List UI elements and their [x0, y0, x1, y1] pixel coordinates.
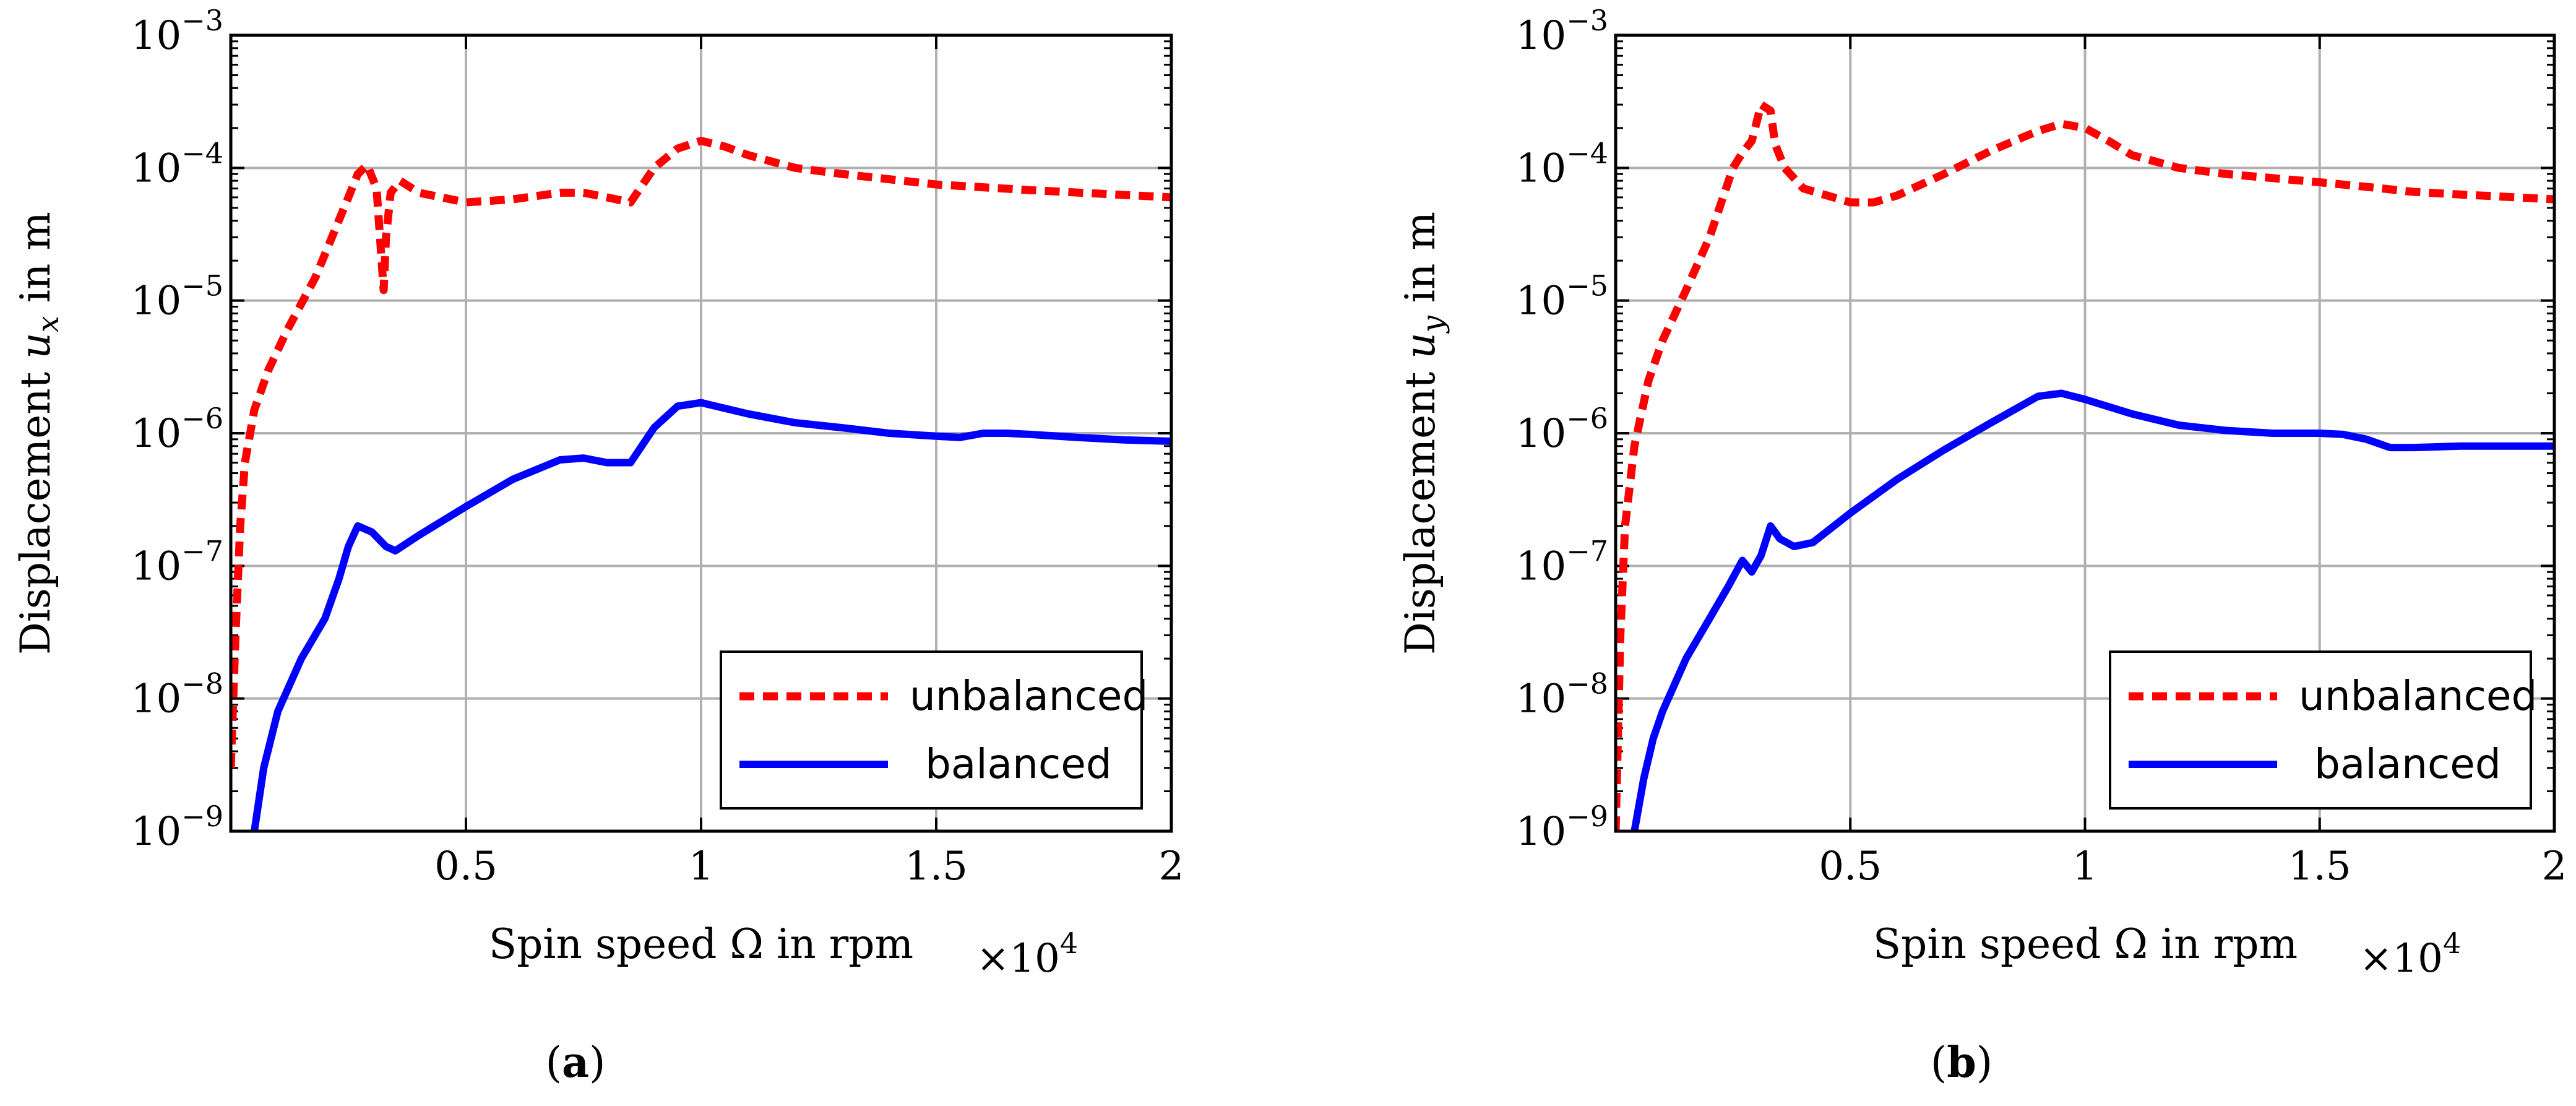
x-tick-label: 0.5 [1819, 844, 1882, 889]
x-axis-multiplier: ×104 [976, 927, 1078, 982]
series-line-balanced [1630, 389, 2554, 831]
plot-frame [1614, 33, 2556, 833]
series-line-balanced [251, 399, 1171, 831]
x-tick-label: 1 [2072, 844, 2098, 889]
y-tick-label: 10−5 [1516, 269, 1608, 324]
x-tick-label: 2 [2542, 844, 2567, 889]
y-tick-label: 10−4 [131, 136, 223, 191]
legend: unbalanced balanced [720, 650, 1148, 810]
y-tick-label: 10−7 [1516, 534, 1608, 589]
subfigure-caption: (b) [1931, 1038, 1993, 1087]
legend-label-unbalanced: unbalanced [910, 672, 1148, 720]
y-tick-label: 10−8 [1516, 667, 1608, 722]
x-tick-label: 2 [1159, 844, 1184, 889]
y-tick-label: 10−9 [131, 800, 223, 855]
y-tick-label: 10−3 [131, 4, 223, 59]
x-axis-multiplier: ×104 [2359, 927, 2461, 982]
x-tick-label: 1.5 [905, 844, 968, 889]
y-tick-label: 10−9 [1516, 800, 1608, 855]
x-tick-label: 1.5 [2288, 844, 2351, 889]
y-tick-label: 10−8 [131, 667, 223, 722]
y-tick-label: 10−6 [1516, 402, 1608, 457]
y-tick-label: 10−6 [131, 402, 223, 457]
plot-frame [229, 33, 1173, 833]
x-axis-label: Spin speed Ω in rpm [489, 920, 913, 968]
y-tick-label: 10−5 [131, 269, 223, 324]
legend-box [720, 650, 1143, 810]
x-axis-label: Spin speed Ω in rpm [1873, 920, 2298, 968]
y-tick-label: 10−3 [1516, 4, 1608, 59]
legend-label-balanced: balanced [2314, 740, 2501, 788]
chart-panel-b: 10−9 10−8 10−7 10−6 10−5 10−4 10−3 0.5 1 1.5 2 Spin… [1397, 4, 2567, 1087]
series-line-unbalanced [1616, 100, 2554, 831]
subfigure-caption: (a) [545, 1038, 605, 1087]
legend: unbalanced balanced [2109, 650, 2537, 810]
legend-label-balanced: balanced [925, 740, 1112, 788]
y-tick-label: 10−4 [1516, 136, 1608, 191]
y-axis-label: Displacement uy in m [1397, 212, 1450, 655]
chart-panel-a: 10−9 10−8 10−7 10−6 10−5 10−4 10−3 0.5 1 1.5 2 Spin… [12, 4, 1184, 1087]
y-tick-label: 10−7 [131, 534, 223, 589]
x-tick-label: 0.5 [434, 844, 498, 889]
y-axis-label: Displacement ux in m [12, 212, 66, 655]
x-tick-label: 1 [689, 844, 714, 889]
legend-box [2109, 650, 2532, 810]
legend-label-unbalanced: unbalanced [2299, 672, 2537, 720]
